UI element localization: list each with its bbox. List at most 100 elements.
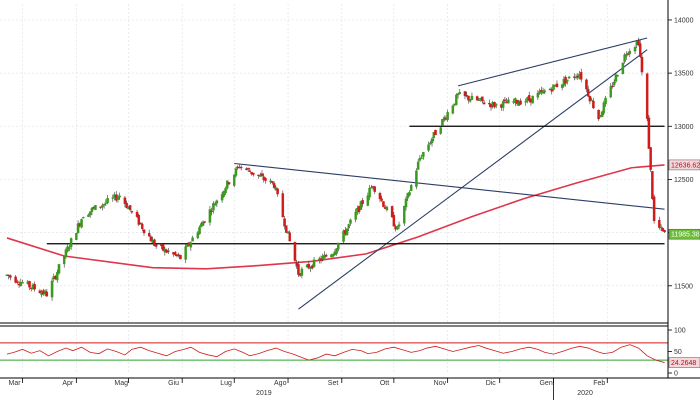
candle-body xyxy=(260,173,264,176)
candle xyxy=(434,129,437,136)
candle xyxy=(604,95,607,107)
candle xyxy=(637,37,640,47)
candle xyxy=(659,224,663,231)
candle-body xyxy=(252,172,255,175)
candle-body xyxy=(579,72,583,80)
year-label: 2020 xyxy=(577,390,593,397)
candle-body xyxy=(586,88,590,97)
ma-value-badge: 12636.6246 xyxy=(671,162,700,169)
rsi-y-tick-label: 50 xyxy=(674,349,682,356)
candle xyxy=(354,208,357,223)
candle-body xyxy=(604,97,607,105)
candle-body xyxy=(179,254,182,260)
candle-body xyxy=(80,219,83,228)
candle-body xyxy=(147,232,151,237)
candle xyxy=(458,88,462,95)
candle-body xyxy=(111,197,115,199)
candle xyxy=(90,206,94,216)
candle xyxy=(69,237,73,250)
candle xyxy=(179,254,182,260)
candle-body xyxy=(239,166,243,169)
candle xyxy=(482,100,486,105)
candle-body xyxy=(552,84,555,90)
candle-body xyxy=(14,276,17,283)
candle xyxy=(141,222,144,231)
candle xyxy=(300,266,304,279)
candle xyxy=(416,159,420,170)
candle xyxy=(566,79,569,85)
candle-body xyxy=(88,211,92,216)
candle-body xyxy=(319,258,323,261)
x-tick-label: Lug xyxy=(220,380,232,387)
candle xyxy=(560,84,564,91)
candle xyxy=(335,248,338,256)
axis-labels: 11500120001250013000135001400012636.6246… xyxy=(9,17,700,397)
candle-body xyxy=(368,187,371,198)
candle-body xyxy=(283,218,286,227)
candle xyxy=(123,195,127,208)
candle-body xyxy=(288,232,292,242)
candle xyxy=(638,40,642,58)
candle xyxy=(574,74,578,80)
candle-body xyxy=(210,210,213,213)
candle-body xyxy=(527,95,531,101)
candle xyxy=(349,218,352,226)
candle-body xyxy=(451,105,455,114)
candle xyxy=(16,279,19,285)
candle xyxy=(614,72,618,84)
candle-body xyxy=(222,190,226,197)
candle-body xyxy=(226,180,229,189)
candle-body xyxy=(600,111,604,118)
candle-body xyxy=(396,226,399,230)
candle-body xyxy=(335,248,338,254)
candle-body xyxy=(458,92,462,95)
candle-body xyxy=(38,290,42,294)
candle-body xyxy=(9,275,12,278)
candle-body xyxy=(446,112,449,121)
candle-body xyxy=(638,43,642,57)
candle-body xyxy=(297,264,300,275)
candle-body xyxy=(628,50,632,54)
candle-body xyxy=(167,250,170,252)
candle-body xyxy=(560,84,564,88)
candle xyxy=(116,194,120,203)
candle xyxy=(380,195,383,202)
candle xyxy=(64,247,68,259)
candle-body xyxy=(555,83,559,88)
candle-body xyxy=(227,182,231,185)
candle-body xyxy=(602,102,606,114)
candle xyxy=(246,167,250,172)
candle-body xyxy=(307,263,311,269)
candle xyxy=(555,80,559,88)
candle xyxy=(515,99,519,106)
trendline xyxy=(457,37,648,87)
candle-body xyxy=(361,200,364,205)
candle xyxy=(467,95,470,104)
candle xyxy=(276,187,279,197)
candle-body xyxy=(427,144,430,151)
candle-body xyxy=(621,62,625,74)
candle-body xyxy=(220,194,224,201)
candle-body xyxy=(50,280,54,298)
candle-body xyxy=(382,201,385,207)
x-tick-label: Gen xyxy=(539,380,552,387)
candle xyxy=(347,223,350,231)
candle-body xyxy=(208,209,212,223)
candle-body xyxy=(538,91,541,94)
candle-body xyxy=(536,92,540,98)
candle xyxy=(210,207,213,216)
candle xyxy=(293,241,297,263)
candle xyxy=(147,229,151,237)
candle-body xyxy=(224,188,227,194)
candle xyxy=(111,194,115,202)
candle xyxy=(9,274,12,281)
candle xyxy=(538,88,541,95)
candle-body xyxy=(56,272,59,281)
candle xyxy=(281,190,285,218)
candle-body xyxy=(347,224,350,229)
candle-body xyxy=(337,242,340,250)
candle-body xyxy=(153,239,156,246)
candle xyxy=(226,180,229,190)
candle xyxy=(477,97,481,101)
ma-value-badge-bg xyxy=(668,159,700,171)
